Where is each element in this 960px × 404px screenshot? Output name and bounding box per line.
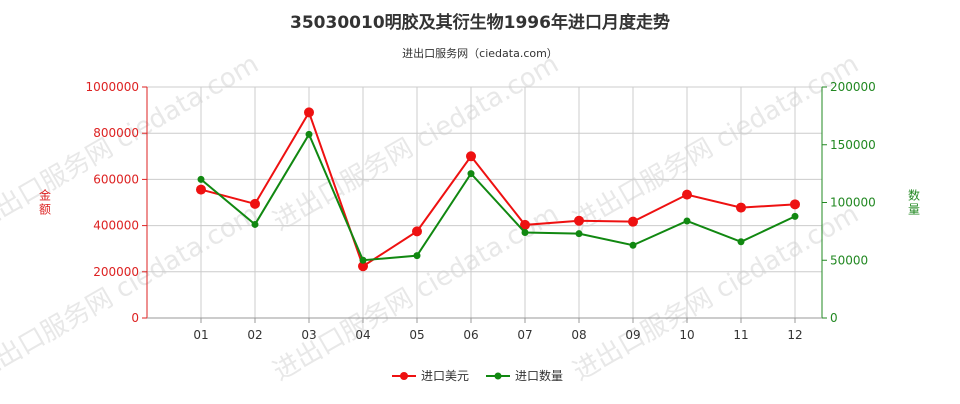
chart-title: 35030010明胶及其衍生物1996年进口月度走势 [290,12,670,33]
x-tick-label: 12 [787,328,802,342]
data-point[interactable] [574,215,584,226]
series-2 [197,130,799,264]
watermark-text: 进出口服务网 ciedata.com [568,49,864,237]
data-point[interactable] [467,170,475,178]
x-tick-label: 07 [517,328,532,342]
data-point[interactable] [791,212,799,220]
data-point[interactable] [575,230,583,238]
series-1 [196,107,800,272]
y-tick-label-right: 100000 [830,196,876,210]
data-point[interactable] [629,241,637,249]
data-point[interactable] [196,184,206,195]
axis-title-char: 额 [39,203,51,217]
data-point[interactable] [628,216,638,227]
y-tick-label-left: 600000 [93,172,139,186]
data-point[interactable] [359,256,367,264]
series-line [200,132,796,262]
watermark-text: 进出口服务网 ciedata.com [568,199,864,387]
y-tick-label-right: 150000 [830,138,876,152]
y-tick-label-left: 1000000 [86,80,139,94]
series-line [200,110,796,268]
x-tick-label: 08 [571,328,586,342]
data-point[interactable] [466,151,476,162]
legend-label: 进口数量 [515,368,563,383]
chart-subtitle: 进出口服务网（ciedata.com） [402,46,558,60]
data-point[interactable] [683,217,691,225]
data-point[interactable] [790,199,800,210]
x-tick-label: 11 [733,328,748,342]
axis-title-char: 量 [908,203,920,217]
data-point[interactable] [358,261,368,272]
data-point[interactable] [250,198,260,209]
x-tick-label: 10 [679,328,694,342]
x-tick-label: 03 [301,328,316,342]
legend-marker [400,372,408,380]
x-tick-label: 02 [247,328,262,342]
x-tick-label: 01 [193,328,208,342]
y-axis-title-right: 数量 [908,188,920,217]
y-tick-label-left: 0 [131,311,139,325]
data-point[interactable] [682,189,692,200]
x-tick-label: 06 [463,328,478,342]
series-layer [196,107,800,272]
data-point[interactable] [305,130,313,138]
x-tick-label: 09 [625,328,640,342]
legend-item[interactable]: 进口数量 [486,368,563,383]
x-tick-label: 05 [409,328,424,342]
data-point[interactable] [413,252,421,260]
y-tick-label-right: 0 [830,311,838,325]
y-tick-label-left: 800000 [93,126,139,140]
legend-label: 进口美元 [421,369,469,383]
data-point[interactable] [521,229,529,237]
data-point[interactable] [251,220,259,228]
legend[interactable]: 进口美元 进口数量 [392,368,563,383]
data-point[interactable] [737,238,745,246]
data-point[interactable] [520,219,530,230]
data-point[interactable] [197,175,205,183]
y-axis-title-left: 金额 [39,188,51,217]
y-tick-label-left: 400000 [93,219,139,233]
legend-item[interactable]: 进口美元 [392,369,469,383]
data-point[interactable] [304,107,314,118]
data-point[interactable] [412,226,422,237]
axes: 0 200000 400000 600000 800000 1000000 0 50000 10… [39,80,920,342]
x-tick-label: 04 [355,328,370,342]
axis-title-char: 数 [908,188,920,203]
legend-marker [494,372,502,380]
y-tick-label-right: 200000 [830,80,876,94]
y-tick-label-right: 50000 [830,253,868,267]
axis-title-char: 金 [39,188,51,203]
data-point[interactable] [736,202,746,213]
y-tick-label-left: 200000 [93,265,139,279]
